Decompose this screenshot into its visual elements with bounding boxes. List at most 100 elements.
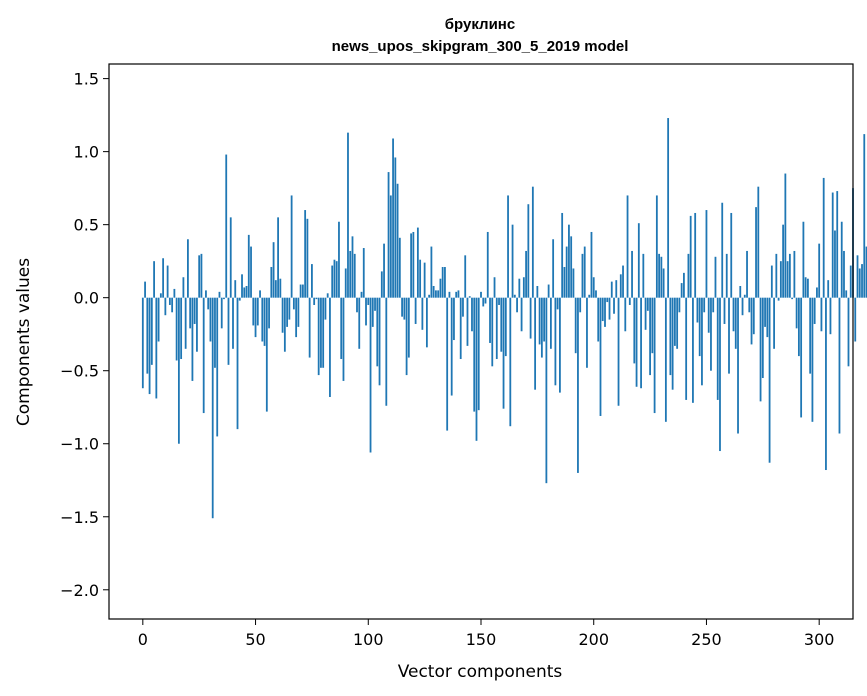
bar-component-15 — [175, 297, 178, 361]
bar-component-97 — [360, 291, 363, 298]
bar-component-131 — [437, 290, 440, 298]
bar-component-47 — [247, 234, 250, 298]
bar-component-280 — [773, 297, 775, 349]
bar-component-307 — [834, 230, 836, 298]
bar-component-100 — [367, 297, 370, 305]
bar-component-311 — [843, 250, 845, 298]
bar-component-299 — [816, 287, 818, 298]
bar-component-184 — [556, 297, 559, 310]
bar-component-261 — [730, 212, 733, 298]
bar-component-23 — [193, 297, 196, 324]
bar-component-69 — [297, 297, 300, 327]
bar-component-234 — [669, 297, 672, 376]
bar-component-148 — [475, 297, 478, 441]
bar-component-305 — [829, 297, 832, 335]
bar-component-89 — [342, 297, 345, 381]
bar-component-87 — [338, 221, 340, 298]
x-tick-label: 50 — [245, 630, 265, 649]
bar-component-198 — [588, 294, 591, 298]
bar-component-273 — [757, 186, 760, 298]
bar-component-10 — [164, 297, 167, 316]
bar-component-308 — [836, 191, 839, 298]
bar-component-132 — [439, 278, 442, 298]
bar-component-250 — [705, 210, 708, 298]
bar-component-113 — [396, 183, 399, 298]
bar-component-203 — [599, 297, 602, 416]
bar-component-93 — [351, 236, 354, 298]
bar-component-70 — [299, 284, 302, 298]
bar-component-31 — [211, 297, 214, 519]
bar-component-124 — [421, 297, 424, 330]
bar-component-104 — [376, 297, 379, 367]
bar-component-157 — [495, 297, 498, 360]
bar-component-166 — [516, 297, 518, 313]
bar-component-79 — [320, 297, 322, 368]
bar-component-208 — [610, 281, 613, 298]
bar-component-4 — [150, 297, 153, 365]
bar-component-71 — [301, 284, 304, 298]
bar-component-155 — [491, 297, 494, 367]
bar-component-195 — [581, 253, 584, 298]
bar-component-29 — [207, 297, 210, 310]
y-tick-label: −0.5 — [60, 362, 99, 381]
bar-component-39 — [229, 217, 232, 298]
x-axis-label: Vector components — [398, 662, 563, 682]
bar-component-170 — [525, 250, 527, 298]
bar-component-271 — [752, 297, 755, 335]
bar-component-223 — [644, 297, 647, 330]
bar-component-222 — [642, 253, 645, 298]
bar-component-6 — [155, 297, 158, 399]
bar-component-174 — [534, 297, 537, 390]
x-tick-label: 150 — [466, 630, 497, 649]
bar-component-19 — [184, 297, 187, 349]
bar-component-262 — [732, 297, 735, 332]
bar-component-255 — [716, 297, 719, 400]
x-tick-label: 250 — [691, 630, 722, 649]
bar-component-123 — [419, 259, 422, 298]
bar-component-210 — [615, 280, 618, 298]
bar-component-290 — [795, 297, 798, 329]
bar-component-233 — [667, 118, 670, 298]
bar-component-301 — [820, 297, 823, 332]
bar-component-316 — [854, 297, 857, 342]
bar-component-265 — [739, 286, 742, 298]
bar-component-95 — [356, 297, 358, 313]
bar-component-297 — [811, 297, 814, 422]
bar-component-246 — [696, 297, 699, 323]
bar-component-248 — [701, 297, 703, 386]
y-axis-label: Components values — [14, 258, 34, 426]
bar-component-117 — [405, 297, 408, 376]
bar-component-33 — [216, 297, 219, 437]
chart-title-line1: бруклинс — [445, 16, 515, 33]
bar-component-196 — [583, 246, 586, 298]
bar-component-164 — [511, 224, 514, 298]
bar-component-58 — [272, 242, 275, 298]
bar-component-267 — [743, 294, 746, 298]
bar-component-320 — [863, 134, 866, 298]
x-tick-label: 100 — [353, 630, 384, 649]
bar-component-176 — [538, 297, 541, 345]
bar-component-56 — [268, 297, 270, 329]
bar-component-167 — [518, 278, 521, 298]
bar-component-30 — [209, 297, 212, 342]
bar-component-53 — [261, 297, 264, 342]
bar-component-317 — [856, 255, 859, 298]
bar-component-80 — [322, 297, 325, 368]
bar-component-35 — [220, 297, 223, 329]
bar-component-187 — [563, 267, 566, 298]
bar-component-183 — [554, 297, 557, 386]
bar-component-259 — [725, 253, 728, 298]
bar-component-243 — [689, 215, 692, 298]
y-tick-label: −1.5 — [60, 508, 99, 527]
bar-component-75 — [311, 264, 313, 298]
bar-component-68 — [295, 297, 298, 338]
bar-component-186 — [561, 212, 564, 298]
plot-frame — [108, 63, 854, 620]
bar-component-173 — [531, 186, 534, 298]
bar-component-158 — [498, 297, 500, 305]
bar-component-182 — [552, 239, 555, 298]
bar-component-282 — [777, 297, 780, 301]
bar-component-185 — [559, 297, 561, 393]
y-tick-label: −2.0 — [60, 581, 99, 600]
bar-component-189 — [568, 224, 570, 298]
